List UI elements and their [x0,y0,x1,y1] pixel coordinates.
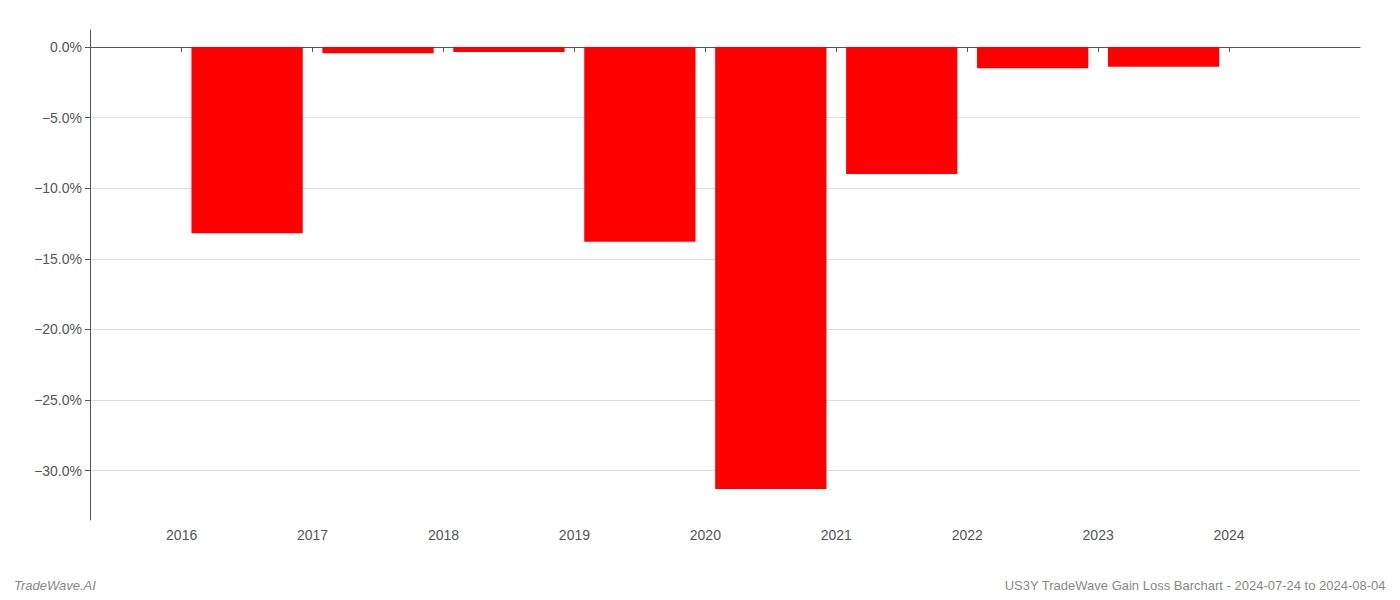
svg-text:2020: 2020 [690,527,721,543]
svg-text:2016: 2016 [166,527,197,543]
svg-text:2017: 2017 [297,527,328,543]
svg-text:2021: 2021 [821,527,852,543]
svg-text:2024: 2024 [1213,527,1244,543]
svg-text:−15.0%: −15.0% [34,251,82,267]
svg-text:2018: 2018 [428,527,459,543]
svg-text:US3Y TradeWave Gain Loss Barch: US3Y TradeWave Gain Loss Barchart - 2024… [1005,578,1386,593]
svg-text:0.0%: 0.0% [50,39,82,55]
svg-text:2022: 2022 [952,527,983,543]
svg-text:−30.0%: −30.0% [34,463,82,479]
svg-text:−25.0%: −25.0% [34,392,82,408]
svg-text:−5.0%: −5.0% [42,110,82,126]
svg-text:−20.0%: −20.0% [34,321,82,337]
svg-text:−10.0%: −10.0% [34,180,82,196]
svg-text:2019: 2019 [559,527,590,543]
svg-text:2023: 2023 [1083,527,1114,543]
svg-text:TradeWave.AI: TradeWave.AI [14,578,96,593]
